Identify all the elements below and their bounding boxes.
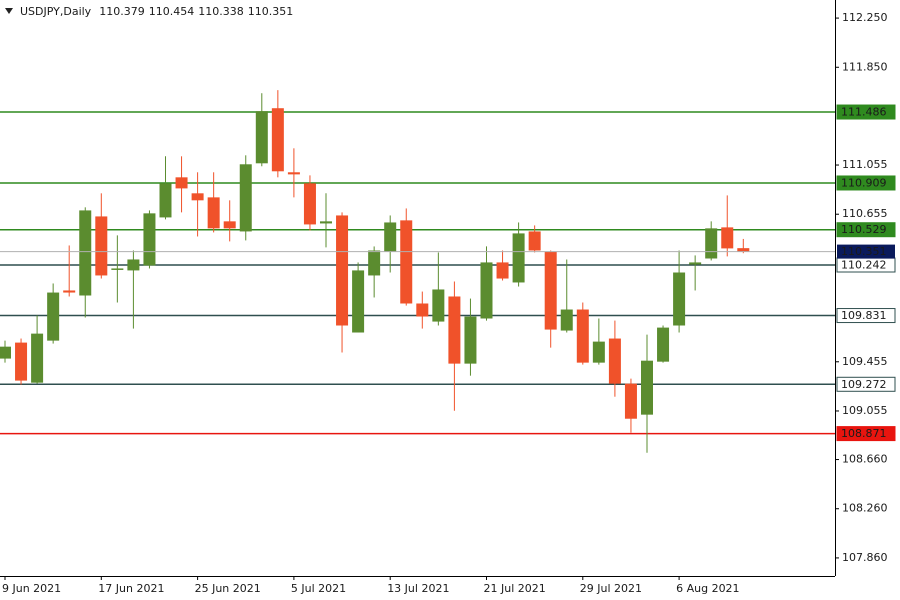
candle-body (0, 346, 11, 359)
menu-arrow[interactable] (5, 8, 13, 14)
candle-body (592, 341, 605, 363)
candle-body (223, 221, 236, 229)
candle-body (368, 250, 381, 276)
candle-body (624, 383, 637, 419)
candle-body (721, 227, 734, 249)
candle-body (239, 164, 252, 232)
close-value: 110.351 (248, 5, 294, 18)
level-label: 110.529 (841, 223, 887, 236)
candle-body (432, 289, 445, 322)
candle-body (705, 228, 718, 259)
candle-body (528, 231, 541, 251)
candle-body (737, 248, 750, 252)
candle-body (544, 251, 557, 330)
y-tick-label: 111.850 (842, 60, 888, 73)
y-tick-label: 109.055 (842, 404, 888, 417)
candle-body (63, 290, 76, 293)
candle-body (127, 259, 140, 271)
current-price-box (837, 244, 895, 259)
candle-body (689, 262, 702, 265)
level-label: 111.486 (841, 106, 887, 119)
level-label: 110.242 (841, 259, 887, 272)
y-tick-label: 111.055 (842, 158, 888, 171)
candle-body (287, 172, 300, 175)
candle-body (448, 296, 461, 364)
level-label-box (836, 308, 896, 324)
x-tick-label: 6 Aug 2021 (676, 582, 739, 595)
candle-body (111, 268, 124, 270)
candle-body (352, 270, 365, 333)
candle-body (15, 342, 28, 381)
x-tick-label: 17 Jun 2021 (98, 582, 164, 595)
candle-body (320, 221, 332, 224)
y-tick-label: 107.860 (842, 551, 888, 564)
high-value: 110.454 (149, 5, 195, 18)
candle-body (384, 222, 397, 252)
candle-body (416, 303, 429, 317)
candle-body (207, 197, 220, 229)
candle-body (47, 292, 60, 341)
candle-body (480, 262, 493, 319)
candle-body (255, 111, 268, 164)
candle-body (191, 193, 204, 201)
candle-body (143, 213, 156, 266)
candle-body (175, 177, 188, 189)
y-tick-label: 108.260 (842, 502, 888, 515)
candle-body (464, 316, 477, 364)
low-value: 110.338 (198, 5, 244, 18)
candle-body (608, 338, 621, 384)
open-value: 110.379 (99, 5, 145, 18)
x-tick-label: 21 Jul 2021 (484, 582, 546, 595)
chart-header: USDJPY,Daily 110.379 110.454 110.338 110.351 (20, 5, 293, 18)
y-tick-label: 112.250 (842, 11, 888, 24)
level-label-box (836, 426, 896, 442)
candle-body (336, 215, 349, 326)
level-label: 108.871 (841, 427, 887, 440)
level-label-box (836, 222, 896, 238)
level-label-box (836, 104, 896, 120)
x-tick-label: 25 Jun 2021 (195, 582, 261, 595)
candle-body (271, 108, 284, 172)
current-price-label: 110.351 (841, 245, 887, 258)
candle-body (512, 233, 525, 283)
candle-body (641, 360, 653, 415)
y-tick-label: 109.455 (842, 355, 888, 368)
x-tick-label: 9 Jun 2021 (2, 582, 61, 595)
level-label: 109.272 (841, 378, 887, 391)
candle-body (31, 333, 44, 383)
candle-body (400, 220, 413, 304)
candle-body (496, 262, 509, 279)
level-label-box (836, 175, 896, 191)
candle-body (560, 309, 573, 331)
level-label: 110.909 (841, 176, 887, 189)
level-label: 109.831 (841, 309, 887, 322)
chart-title: USDJPY,Daily (20, 5, 92, 18)
level-label-box (836, 376, 896, 392)
candle-body (657, 327, 670, 362)
y-tick-label: 110.655 (842, 207, 888, 220)
candle-body (79, 210, 92, 296)
candle-body (95, 216, 108, 276)
y-tick-label: 108.660 (842, 453, 888, 466)
candle-body (673, 272, 686, 326)
x-tick-label: 13 Jul 2021 (387, 582, 449, 595)
candle-body (576, 309, 589, 363)
candle-body (159, 183, 172, 218)
x-tick-label: 5 Jul 2021 (291, 582, 346, 595)
candle-body (303, 183, 316, 225)
x-tick-label: 29 Jul 2021 (580, 582, 642, 595)
